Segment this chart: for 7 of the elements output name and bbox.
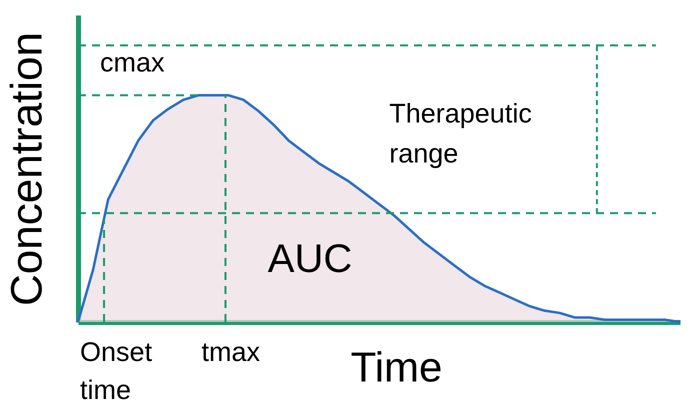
ref-line-label: cmax: [100, 47, 166, 78]
x-axis-title: Time: [350, 344, 442, 390]
text: Onset time: [80, 337, 153, 405]
y-axis-title: Concentration: [2, 32, 52, 306]
annotation: Therapeutic range: [389, 98, 532, 168]
text: tmax: [201, 337, 260, 367]
annotation: AUC: [268, 237, 352, 281]
